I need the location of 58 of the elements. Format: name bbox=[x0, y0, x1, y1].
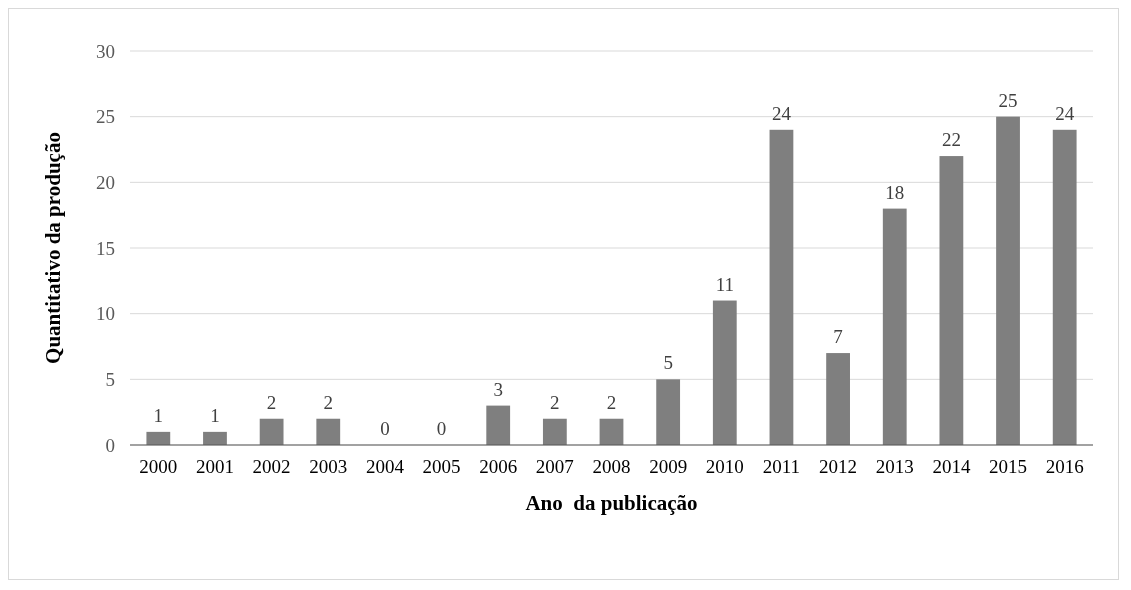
bar bbox=[826, 353, 850, 445]
bar bbox=[996, 116, 1020, 445]
x-tick-label: 2009 bbox=[649, 456, 688, 477]
bar bbox=[712, 300, 737, 445]
x-tick-label: 2014 bbox=[932, 456, 971, 477]
bar bbox=[259, 418, 284, 445]
y-tick-label: 30 bbox=[96, 40, 115, 62]
data-label: 3 bbox=[493, 378, 503, 400]
bar bbox=[599, 418, 624, 445]
data-label: 1 bbox=[153, 404, 164, 426]
data-label: 24 bbox=[771, 102, 792, 124]
x-tick-label: 2002 bbox=[252, 456, 291, 477]
x-tick-label: 2000 bbox=[139, 456, 178, 477]
x-tick-label: 2015 bbox=[989, 456, 1028, 477]
y-axis-title: Quantitativo da produção bbox=[41, 132, 65, 364]
data-label: 5 bbox=[663, 352, 673, 374]
data-label: 11 bbox=[715, 273, 734, 295]
bar bbox=[203, 431, 227, 445]
bar bbox=[146, 431, 171, 445]
data-label: 24 bbox=[1055, 102, 1075, 124]
x-tick-label: 2001 bbox=[195, 456, 234, 477]
bar bbox=[769, 129, 794, 445]
y-tick-label: 5 bbox=[105, 368, 115, 390]
x-tick-label: 2010 bbox=[705, 456, 744, 477]
x-tick-label: 2007 bbox=[535, 456, 574, 477]
bar bbox=[316, 418, 341, 445]
data-label: 2 bbox=[550, 391, 560, 413]
data-label: 22 bbox=[941, 129, 961, 151]
y-tick-label: 15 bbox=[96, 237, 115, 259]
bar bbox=[486, 405, 511, 445]
data-label: 0 bbox=[380, 418, 390, 439]
data-label: 2 bbox=[606, 391, 617, 413]
data-label: 7 bbox=[833, 326, 843, 348]
x-axis-title: Ano da publicação bbox=[525, 491, 698, 515]
bar bbox=[1052, 129, 1077, 445]
bar bbox=[656, 379, 681, 445]
y-tick-label: 20 bbox=[96, 171, 115, 193]
y-tick-label: 25 bbox=[96, 106, 115, 128]
data-label: 2 bbox=[266, 391, 277, 413]
x-tick-label: 2003 bbox=[309, 456, 348, 477]
x-tick-label: 2006 bbox=[479, 456, 518, 477]
data-label: 0 bbox=[436, 418, 447, 439]
x-tick-label: 2011 bbox=[762, 456, 801, 477]
x-tick-label: 2013 bbox=[875, 456, 914, 477]
y-tick-label: 10 bbox=[96, 303, 115, 325]
x-tick-label: 2012 bbox=[819, 456, 858, 477]
bar bbox=[882, 208, 907, 445]
y-tick-label: 0 bbox=[105, 434, 115, 456]
x-tick-label: 2008 bbox=[592, 456, 631, 477]
bar bbox=[542, 418, 567, 445]
x-tick-label: 2004 bbox=[365, 456, 405, 477]
data-label: 18 bbox=[885, 181, 905, 203]
data-label: 1 bbox=[210, 404, 220, 426]
data-label: 2 bbox=[323, 391, 334, 413]
bar bbox=[939, 156, 964, 445]
x-tick-label: 2005 bbox=[422, 456, 461, 477]
x-tick-label: 2016 bbox=[1045, 456, 1084, 477]
data-label: 25 bbox=[998, 89, 1018, 111]
